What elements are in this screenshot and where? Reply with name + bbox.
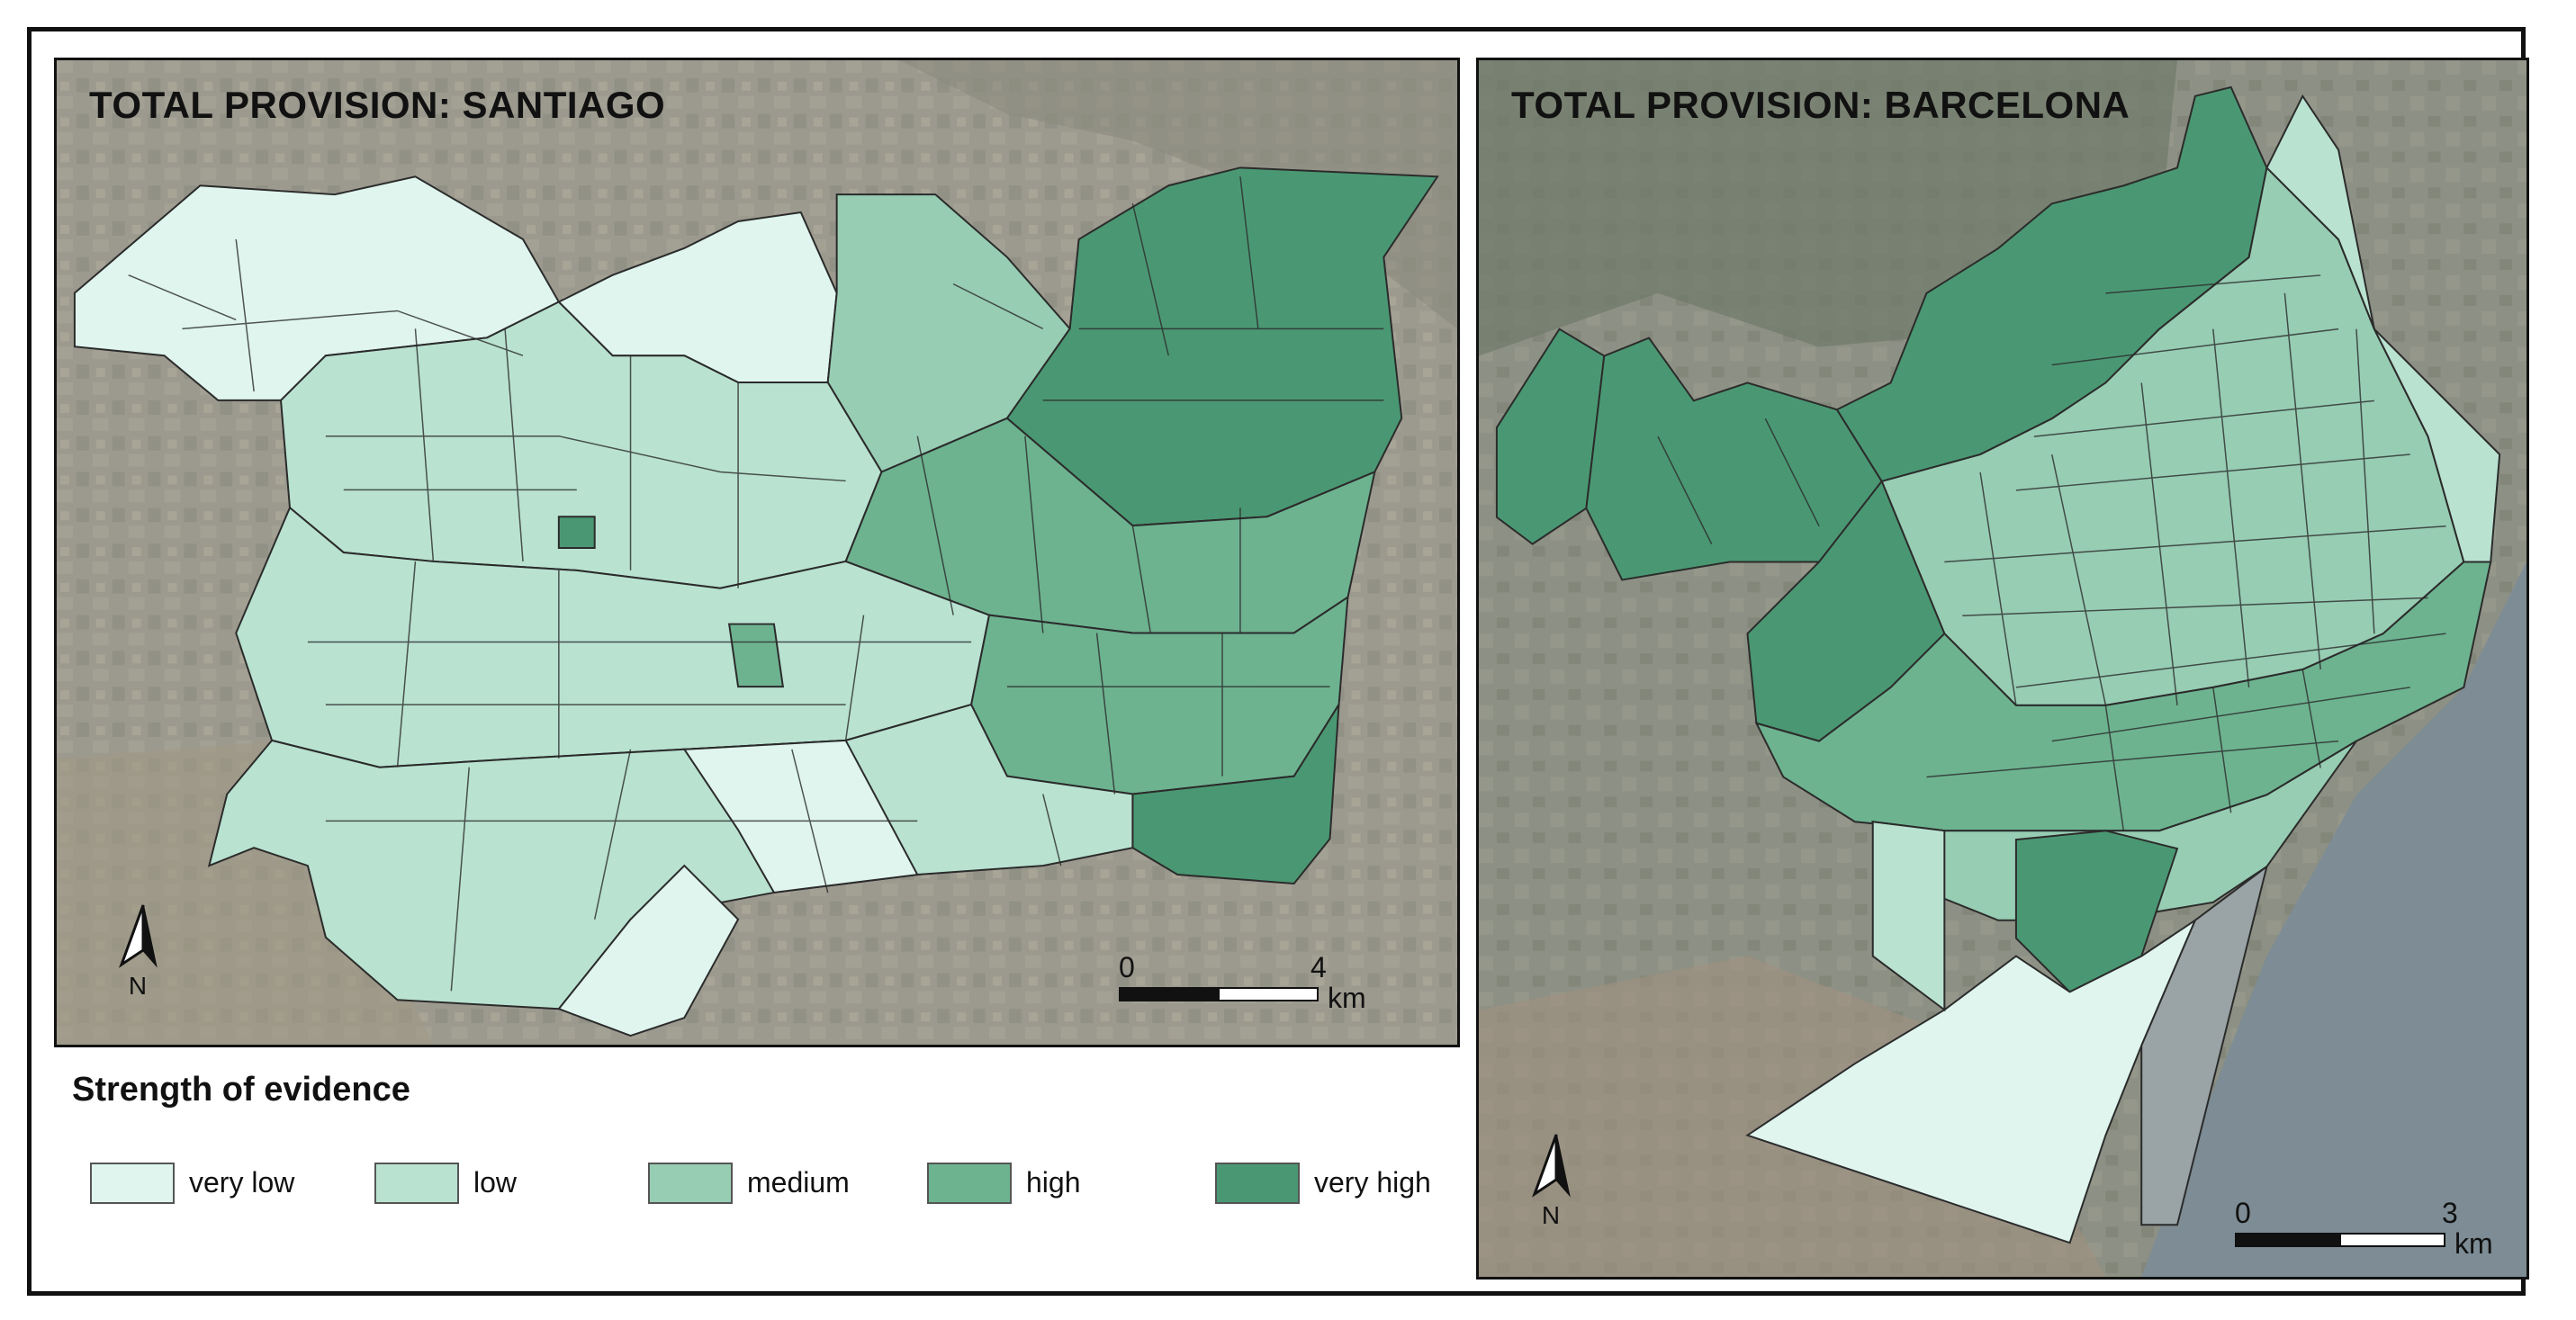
north-arrow-icon: [1532, 1134, 1571, 1198]
north-arrow-icon: [119, 904, 158, 968]
zone-center-south-park[interactable]: [727, 623, 785, 688]
scale-unit-label: km: [1328, 982, 1366, 1014]
scale-end-label: 3: [2442, 1197, 2458, 1229]
legend-label: very low: [189, 1166, 295, 1199]
scale-start-label: 0: [2235, 1197, 2251, 1229]
zone-south-center[interactable]: [682, 739, 919, 893]
legend-swatch: [927, 1163, 1012, 1204]
santiago-scale-bar: 0 4 km: [1119, 951, 1389, 1014]
legend-label: medium: [747, 1166, 850, 1199]
zone-southeast-dark[interactable]: [1131, 704, 1340, 885]
legend-swatch: [374, 1163, 459, 1204]
legend-swatch: [90, 1163, 175, 1204]
legend-label: low: [473, 1166, 518, 1199]
scale-segment-black: [2235, 1233, 2341, 1247]
santiago-map-panel[interactable]: TOTAL PROVISION: SANTIAGO N 0 4 km: [54, 58, 1460, 1047]
legend: Strength of evidence very low low medium…: [72, 1071, 1458, 1215]
legend-label: high: [1026, 1166, 1081, 1199]
zone-northeast-strip[interactable]: [2265, 94, 2375, 330]
zone-far-south[interactable]: [557, 864, 740, 1037]
barcelona-scale-bar: 0 3 km: [2235, 1197, 2505, 1260]
agricultural-terrain: [57, 740, 434, 1045]
santiago-north-label: N: [128, 972, 148, 1000]
scale-segment-white: [1218, 987, 1319, 1001]
zone-port[interactable]: [2140, 864, 2269, 1226]
scale-segment-black: [1119, 987, 1220, 1001]
legend-swatch: [1215, 1163, 1300, 1204]
legend-swatch: [648, 1163, 733, 1204]
santiago-title: TOTAL PROVISION: SANTIAGO: [89, 84, 666, 126]
legend-label: very high: [1314, 1166, 1431, 1199]
barcelona-north-arrow: N: [1524, 1131, 1578, 1229]
legend-title: Strength of evidence: [72, 1071, 410, 1109]
scale-start-label: 0: [1119, 951, 1135, 983]
sea[interactable]: [2141, 561, 2526, 1277]
barcelona-map-canvas: [1479, 60, 2526, 1277]
zone-center-park[interactable]: [557, 516, 596, 550]
scale-segment-white: [2339, 1233, 2445, 1247]
district-boundaries: [1657, 274, 2446, 831]
santiago-map-canvas: [57, 60, 1457, 1045]
scale-unit-label: km: [2454, 1227, 2493, 1260]
district-boundaries: [128, 176, 1384, 992]
santiago-north-arrow: N: [111, 902, 165, 1000]
barcelona-title: TOTAL PROVISION: BARCELONA: [1511, 84, 2130, 126]
zone-lower-city[interactable]: [1870, 740, 2357, 921]
zone-sants[interactable]: [1871, 821, 1946, 1012]
scale-end-label: 4: [1311, 951, 1327, 983]
zone-zona-franca[interactable]: [1745, 918, 2198, 1244]
mountain-terrain: [899, 60, 1457, 329]
barcelona-map-panel[interactable]: TOTAL PROVISION: BARCELONA N 0 3 km: [1476, 58, 2529, 1280]
barcelona-north-label: N: [1541, 1201, 1561, 1229]
